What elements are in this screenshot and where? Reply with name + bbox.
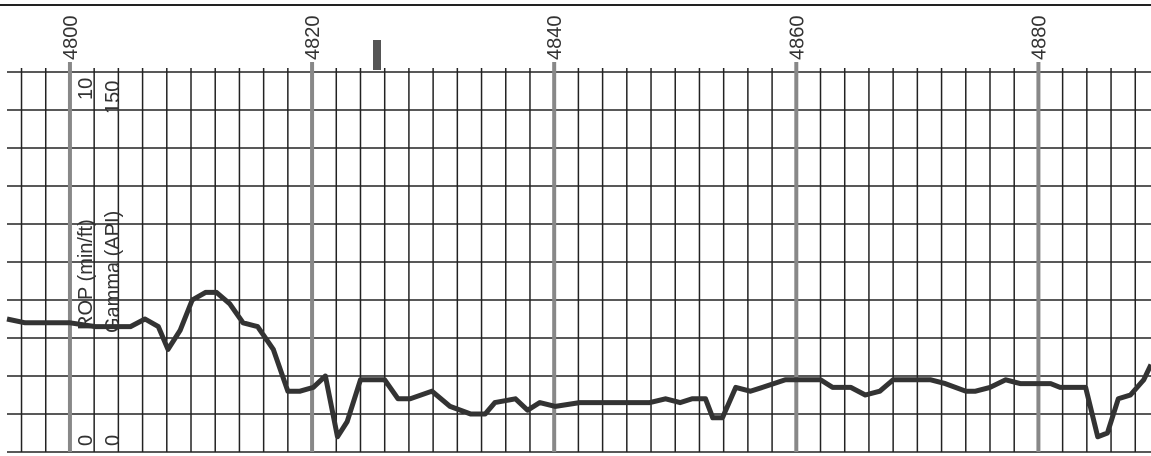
x-tick-label: 4880 [1028, 16, 1050, 61]
x-tick-label: 4840 [544, 16, 566, 61]
data-line [6, 289, 1151, 440]
y2-axis-label: Gamma (API) [102, 211, 124, 333]
marker [373, 40, 381, 70]
y2-tick-label: 0 [102, 435, 124, 446]
x-tick-label: 4860 [786, 16, 808, 61]
x-tick-label: 4800 [60, 16, 82, 61]
y-tick-label: 10 [75, 78, 97, 100]
y-axis-label: ROP (min/ft) [75, 219, 97, 330]
x-tick-label: 4820 [302, 16, 324, 61]
y2-tick-label: 150 [102, 81, 124, 114]
y-tick-label: 0 [75, 435, 97, 446]
